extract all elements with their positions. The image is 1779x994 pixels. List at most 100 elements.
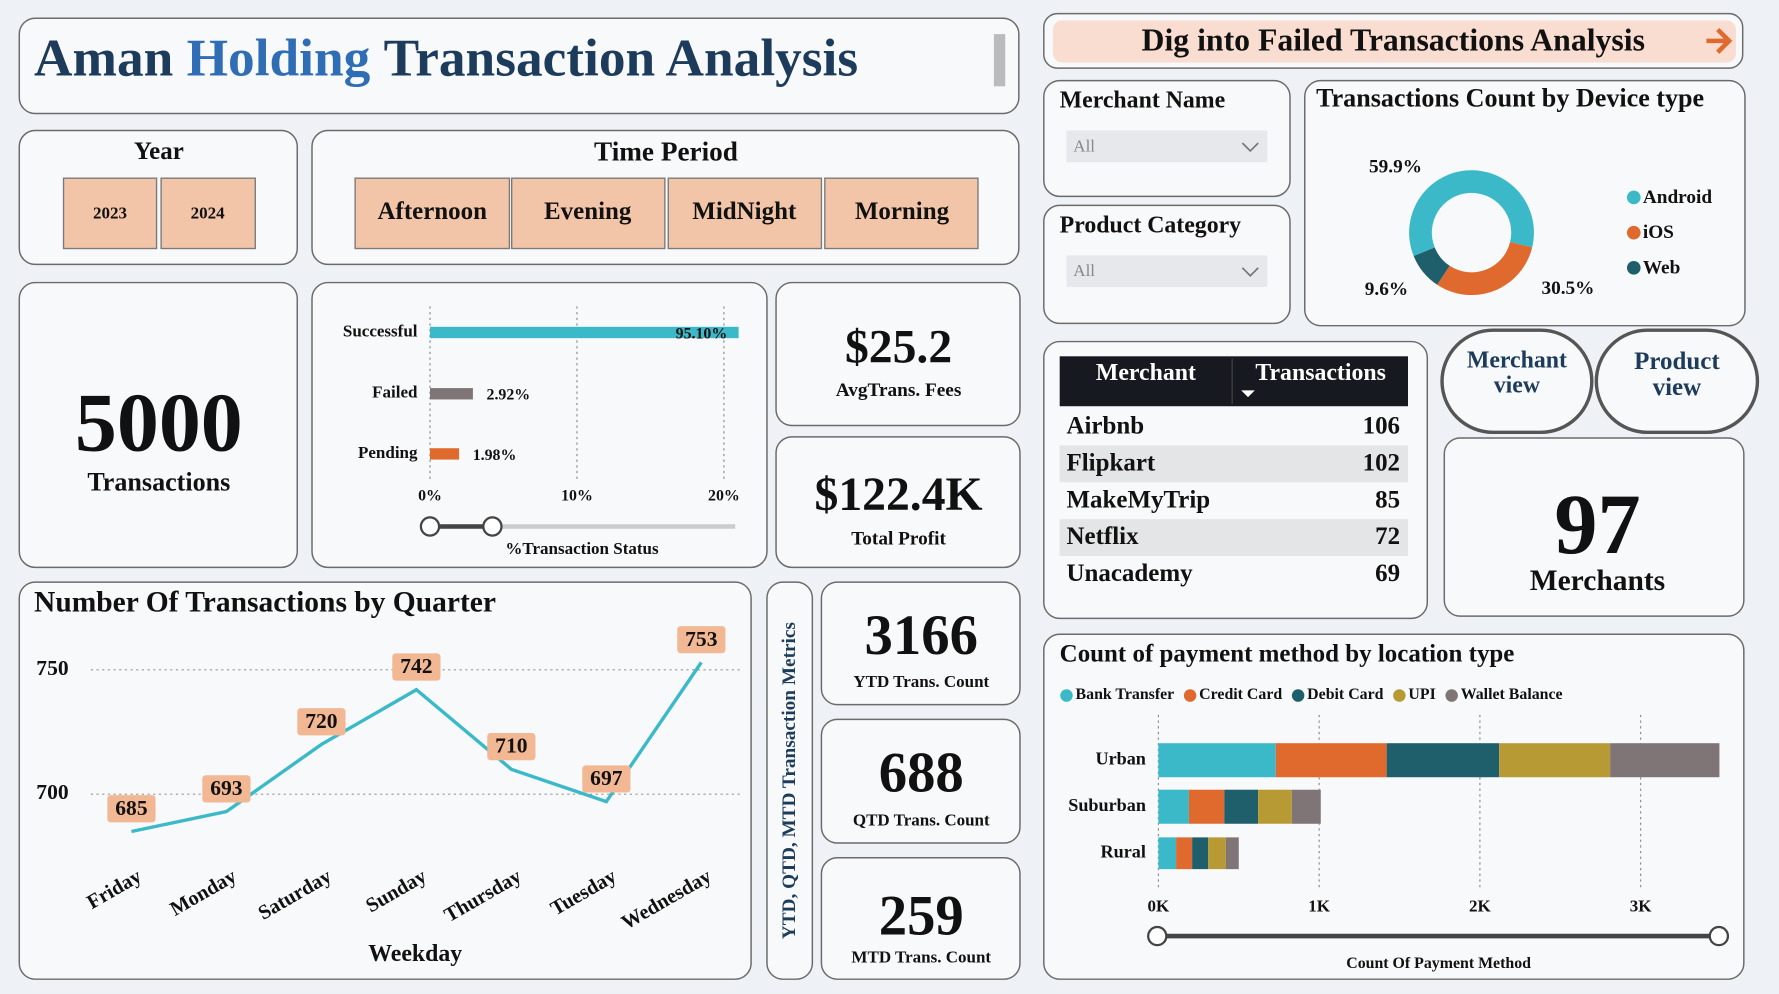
bar-segment <box>1224 789 1259 824</box>
category-label: Successful <box>343 321 418 340</box>
legend-marker <box>1393 689 1406 702</box>
data-label: 30.5% <box>1541 278 1594 299</box>
bar-segment <box>1258 789 1292 824</box>
legend-marker <box>1183 689 1197 702</box>
column-header[interactable]: Transactions <box>1255 360 1386 386</box>
legend-marker <box>1291 689 1305 702</box>
chart-title: Transactions Count by Device type <box>1316 84 1705 113</box>
bar <box>430 326 739 339</box>
legend-label: Wallet Balance <box>1461 686 1563 703</box>
table-cell: 69 <box>1375 560 1400 587</box>
slicer-option-label[interactable]: 2024 <box>191 203 226 222</box>
slicer-option-label[interactable]: Morning <box>855 198 950 225</box>
payment-panel <box>1043 633 1745 980</box>
bar-segment <box>1386 743 1500 778</box>
dropdown[interactable] <box>1066 255 1268 288</box>
data-label: 1.98% <box>473 447 517 464</box>
x-tick-label: 20% <box>708 488 740 505</box>
bar-segment <box>1158 789 1189 824</box>
title-panel <box>18 17 1020 115</box>
donut-slice <box>1437 242 1533 296</box>
status-panel <box>311 281 768 569</box>
donut-slice <box>1409 170 1534 257</box>
category-label: Failed <box>372 383 418 402</box>
kpi-card <box>820 857 1021 980</box>
table-cell: 85 <box>1375 486 1400 513</box>
x-tick-label: 0K <box>1148 897 1171 916</box>
kpi-card <box>820 718 1021 844</box>
title-part: Holding <box>187 28 371 88</box>
line-panel <box>18 581 752 980</box>
kpi-value: 97 <box>1554 476 1640 572</box>
data-label: 697 <box>590 766 623 790</box>
data-label-box <box>487 733 536 761</box>
data-label: 685 <box>115 796 147 820</box>
slicer-option[interactable] <box>160 177 256 250</box>
table-cell: 106 <box>1363 413 1400 440</box>
slicer-option-label[interactable]: 2023 <box>93 203 127 222</box>
kpi-label: YTD Trans. Count <box>853 672 989 691</box>
slider-handle <box>482 516 503 537</box>
legend-marker <box>1626 225 1641 240</box>
legend-marker <box>1445 689 1458 702</box>
table-row-band <box>1059 519 1408 556</box>
data-label: 693 <box>210 776 243 800</box>
x-axis-title: Count Of Payment Method <box>1346 955 1531 972</box>
button-label[interactable]: Merchant view <box>1466 347 1567 399</box>
bar-segment <box>1225 837 1239 870</box>
nav-button[interactable] <box>1052 20 1736 63</box>
kpi-value: $122.4K <box>815 469 983 521</box>
chart-title: Number Of Transactions by Quarter <box>34 587 496 619</box>
slicer-option[interactable] <box>511 177 666 250</box>
x-axis-title: %Transaction Status <box>505 539 659 558</box>
column-header[interactable]: Merchant <box>1096 360 1196 386</box>
legend-label: Debit Card <box>1307 686 1383 703</box>
slicer-option[interactable] <box>354 177 511 250</box>
kpi-label: Transactions <box>87 468 230 497</box>
view-button[interactable] <box>1594 328 1760 435</box>
sort-indicator <box>1241 390 1255 398</box>
kpi-value: 688 <box>879 741 964 804</box>
button-box: Product view <box>1634 347 1720 401</box>
x-tick-label: 3K <box>1630 897 1653 916</box>
metrics-label-panel <box>766 581 814 980</box>
slicer-option-label[interactable]: Afternoon <box>378 198 488 225</box>
dropdown-value[interactable]: All <box>1073 136 1095 155</box>
legend-marker <box>1626 190 1641 205</box>
dropdown-value[interactable]: All <box>1073 261 1095 280</box>
bar-segment <box>1158 743 1276 778</box>
dropdown[interactable] <box>1066 130 1268 163</box>
data-label: 9.6% <box>1365 279 1408 300</box>
dropdown-chevron <box>1241 142 1259 153</box>
table-cell: Netflix <box>1066 523 1139 550</box>
kpi-label: MTD Trans. Count <box>851 948 991 967</box>
slicer-option[interactable] <box>667 177 823 250</box>
view-button[interactable] <box>1440 328 1594 435</box>
legend-label: iOS <box>1643 222 1674 243</box>
x-tick-label: 10% <box>561 488 593 505</box>
button-label[interactable]: Product view <box>1634 347 1720 401</box>
kpi-label: AvgTrans. Fees <box>836 380 962 401</box>
data-label: 720 <box>305 709 337 733</box>
kpi-card <box>775 436 1021 569</box>
legend-marker <box>1060 689 1073 702</box>
table-cell: MakeMyTrip <box>1066 486 1210 513</box>
nav-button-label[interactable]: Dig into Failed Transactions Analysis <box>1142 22 1645 57</box>
kpi-label: QTD Trans. Count <box>853 810 990 829</box>
slicer-option[interactable] <box>824 177 979 250</box>
table-body: Airbnb 106 Flipkart 102 MakeMyTrip 85 Netflix 7… <box>1059 413 1408 587</box>
slicer-option-label[interactable]: MidNight <box>692 198 797 225</box>
legend-label: Bank Transfer <box>1076 686 1175 703</box>
table-header <box>1059 356 1408 407</box>
slicer-label: Time Period <box>594 137 738 167</box>
slicer-option[interactable] <box>62 177 158 250</box>
slicer-option-label[interactable]: Evening <box>544 198 632 225</box>
x-tick-label: 0% <box>418 488 442 505</box>
data-label-box <box>297 708 346 736</box>
kpi-card <box>820 581 1021 706</box>
category-label: Rural <box>1101 841 1146 861</box>
data-label: 2.92% <box>487 387 531 404</box>
kpi-value: 3166 <box>865 604 978 667</box>
legend-label: UPI <box>1408 686 1435 703</box>
